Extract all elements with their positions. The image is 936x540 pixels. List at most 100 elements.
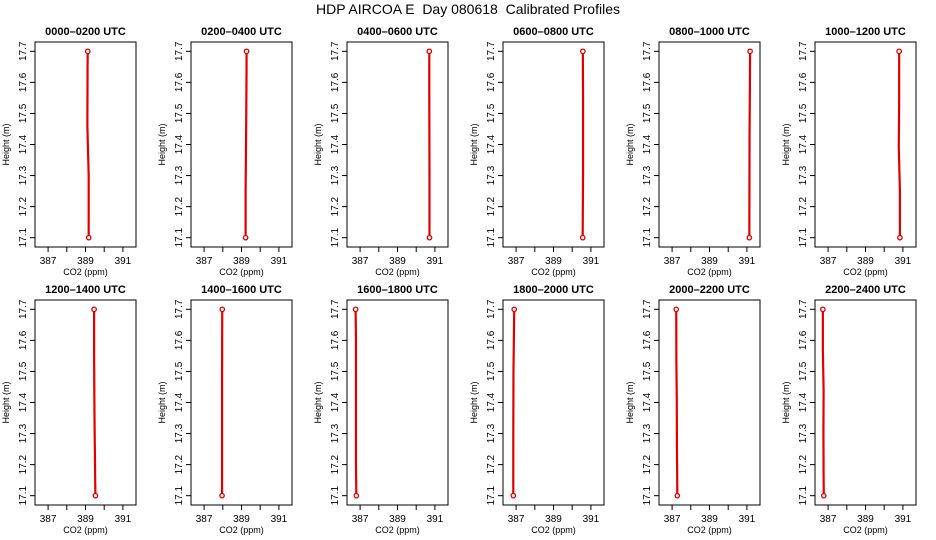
y-axis-label: Height (m) — [781, 123, 791, 165]
y-tick-label: 17.1 — [18, 228, 29, 248]
y-tick-label: 17.2 — [174, 196, 185, 216]
y-tick-label: 17.4 — [798, 134, 809, 154]
endpoint-marker — [84, 48, 91, 55]
x-tick-label: 391 — [583, 514, 600, 525]
plot-frame — [346, 41, 449, 248]
y-tick-label: 17.5 — [18, 361, 29, 381]
x-tick-label: 389 — [545, 514, 562, 525]
endpoint-marker — [897, 234, 903, 241]
profile-line — [821, 309, 825, 496]
y-tick-label: 17.4 — [18, 134, 29, 154]
y-tick-label: 17.5 — [486, 103, 497, 123]
y-tick-label: 17.1 — [486, 228, 497, 248]
y-tick-label: 17.5 — [330, 103, 341, 123]
endpoint-marker — [353, 492, 360, 499]
y-axis-label: Height (m) — [157, 123, 167, 165]
panel-title: 0800–1000 UTC — [669, 26, 750, 38]
x-tick-label: 389 — [857, 256, 874, 267]
y-tick-label: 17.4 — [642, 392, 653, 412]
y-axis-label: Height (m) — [469, 381, 479, 423]
y-tick-label: 17.5 — [174, 103, 185, 123]
y-tick-label: 17.3 — [642, 423, 653, 443]
x-axis-label: CO2 (ppm) — [531, 525, 576, 535]
endpoint-marker — [746, 234, 753, 241]
y-tick-label: 17.1 — [486, 486, 497, 506]
x-tick-label: 389 — [233, 256, 250, 267]
profile-line — [675, 309, 679, 496]
panel-title: 0600–0800 UTC — [513, 26, 594, 38]
y-tick-label: 17.6 — [642, 72, 653, 92]
profile-line — [92, 309, 97, 496]
x-tick-label: 391 — [427, 514, 444, 525]
y-tick-label: 17.2 — [642, 196, 653, 216]
y-tick-label: 17.6 — [798, 330, 809, 350]
y-tick-label: 17.4 — [798, 392, 809, 412]
y-tick-label: 17.1 — [18, 486, 29, 506]
figure-title: HDP AIRCOA E Day 080618 Calibrated Profi… — [315, 1, 620, 17]
y-axis-label: Height (m) — [625, 381, 635, 423]
y-tick-label: 17.5 — [18, 103, 29, 123]
x-tick-label: 387 — [40, 256, 57, 267]
x-tick-label: 391 — [895, 256, 912, 267]
y-tick-label: 17.6 — [486, 72, 497, 92]
y-tick-label: 17.5 — [798, 103, 809, 123]
endpoint-marker — [352, 306, 359, 313]
y-tick-label: 17.3 — [330, 423, 341, 443]
y-tick-label: 17.5 — [174, 361, 185, 381]
x-tick-label: 389 — [545, 256, 562, 267]
y-tick-label: 17.6 — [798, 72, 809, 92]
y-tick-label: 17.7 — [174, 299, 185, 319]
y-tick-label: 17.1 — [174, 228, 185, 248]
y-tick-label: 17.7 — [174, 41, 185, 61]
plot-frame — [190, 299, 293, 506]
endpoint-marker — [820, 492, 827, 499]
y-tick-label: 17.7 — [18, 299, 29, 319]
x-axis-label: CO2 (ppm) — [63, 267, 108, 277]
endpoint-marker — [580, 48, 586, 55]
panel-title: 0400–0600 UTC — [357, 26, 438, 38]
endpoint-marker — [674, 492, 681, 499]
y-tick-label: 17.7 — [486, 299, 497, 319]
y-tick-label: 17.2 — [798, 454, 809, 474]
x-tick-label: 387 — [664, 514, 681, 525]
x-tick-label: 389 — [233, 514, 250, 525]
x-tick-label: 387 — [352, 256, 369, 267]
y-tick-label: 17.7 — [642, 299, 653, 319]
x-tick-label: 389 — [77, 514, 94, 525]
endpoint-marker — [426, 48, 433, 55]
y-tick-label: 17.2 — [486, 196, 497, 216]
x-tick-label: 387 — [664, 256, 681, 267]
panel-title: 1400–1600 UTC — [201, 284, 282, 296]
y-tick-label: 17.3 — [798, 423, 809, 443]
y-tick-label: 17.5 — [642, 103, 653, 123]
x-tick-label: 389 — [701, 256, 718, 267]
y-tick-label: 17.4 — [174, 134, 185, 154]
endpoint-marker — [92, 492, 99, 499]
y-tick-label: 17.3 — [174, 423, 185, 443]
panel-title: 0200–0400 UTC — [201, 26, 282, 38]
y-tick-label: 17.2 — [18, 196, 29, 216]
x-axis-label: CO2 (ppm) — [63, 525, 108, 535]
y-axis-label: Height (m) — [157, 381, 167, 423]
y-tick-label: 17.1 — [642, 228, 653, 248]
y-tick-label: 17.3 — [18, 165, 29, 185]
y-tick-label: 17.2 — [486, 454, 497, 474]
x-tick-label: 389 — [77, 256, 94, 267]
x-tick-label: 389 — [389, 256, 406, 267]
x-tick-label: 391 — [895, 514, 912, 525]
x-tick-label: 389 — [389, 514, 406, 525]
x-axis-label: CO2 (ppm) — [843, 525, 888, 535]
plot-frame — [34, 41, 137, 248]
endpoint-marker — [511, 306, 518, 313]
y-tick-label: 17.4 — [330, 134, 341, 154]
y-tick-label: 17.4 — [330, 392, 341, 412]
profile-line — [512, 309, 516, 496]
y-axis-label: Height (m) — [625, 123, 635, 165]
x-axis-label: CO2 (ppm) — [687, 267, 732, 277]
x-axis-label: CO2 (ppm) — [219, 525, 264, 535]
profile-line — [354, 309, 358, 496]
x-axis-label: CO2 (ppm) — [375, 267, 420, 277]
endpoint-marker — [219, 306, 226, 313]
x-axis-label: CO2 (ppm) — [219, 267, 264, 277]
